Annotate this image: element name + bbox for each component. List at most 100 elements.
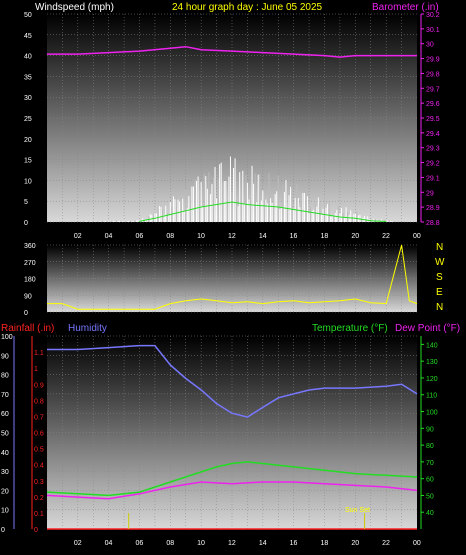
barometer-y-tick: 29.5	[426, 116, 440, 123]
humidity-y-tick: 80	[1, 373, 9, 380]
rain-y-tick: 0.5	[34, 447, 44, 454]
rain-y-tick: 0.2	[34, 495, 44, 502]
wind-panel-bg	[47, 14, 417, 222]
wind-y-tick: 40	[24, 54, 32, 61]
sunset-annotation: Sun Set	[345, 507, 370, 514]
wind-x-tick: 02	[74, 233, 82, 240]
wind-x-tick: 14	[259, 233, 267, 240]
direction-y-tick: 270	[24, 260, 36, 267]
humidity-y-tick: 0	[1, 527, 5, 534]
humidity-x-tick: 00	[413, 540, 421, 547]
barometer-y-tick: 29.7	[426, 86, 440, 93]
graph-title: 24 hour graph day : June 05 2025	[172, 2, 323, 13]
barometer-y-tick: 29.3	[426, 146, 440, 153]
humidity-y-tick: 90	[1, 353, 9, 360]
rainfall-axis-label: Rainfall (.in)	[1, 323, 54, 334]
temperature-y-tick: 120	[426, 376, 438, 383]
rain-y-tick: 0.6	[34, 431, 44, 438]
temperature-axis-label: Temperature (°F)	[312, 323, 388, 334]
rain-y-tick: 0	[34, 527, 38, 534]
humidity-axis-label: Humidity	[68, 323, 107, 334]
rain-y-tick: 0.9	[34, 382, 44, 389]
wind-y-tick: 20	[24, 137, 32, 144]
rain-y-tick: 0.1	[34, 511, 44, 518]
wind-x-tick: 00	[413, 233, 421, 240]
temperature-y-tick: 140	[426, 342, 438, 349]
humidity-y-tick: 30	[1, 469, 9, 476]
humidity-x-tick: 10	[197, 540, 205, 547]
wind-y-tick: 0	[24, 220, 28, 227]
barometer-y-tick: 30.1	[426, 27, 440, 34]
temperature-y-tick: 100	[426, 410, 438, 417]
wind-x-tick: 08	[166, 233, 174, 240]
barometer-y-tick: 29.6	[426, 101, 440, 108]
rain-y-tick: 1.1	[34, 350, 44, 357]
wind-x-tick: 22	[382, 233, 390, 240]
humidity-x-tick: 12	[228, 540, 236, 547]
windspeed-axis-label: Windspeed (mph)	[35, 2, 114, 13]
humidity-x-tick: 14	[259, 540, 267, 547]
wind-x-tick: 04	[105, 233, 113, 240]
humidity-y-tick: 40	[1, 450, 9, 457]
barometer-line	[47, 45, 417, 58]
humidity-y-tick: 70	[1, 392, 9, 399]
humidity-y-tick: 20	[1, 488, 9, 495]
temperature-y-tick: 110	[426, 393, 437, 400]
humidity-y-tick: 50	[1, 431, 9, 438]
temperature-y-tick: 50	[426, 493, 434, 500]
rain-y-tick: 0.3	[34, 479, 44, 486]
dewpoint-line	[46, 481, 418, 500]
barometer-y-tick: 28.9	[426, 205, 440, 212]
wind-x-tick: 20	[351, 233, 359, 240]
barometer-y-tick: 29.9	[426, 57, 440, 64]
humidity-x-tick: 20	[351, 540, 359, 547]
barometer-y-tick: 29.2	[426, 161, 440, 168]
barometer-y-tick: 29.8	[426, 71, 440, 78]
humidity-x-tick: 08	[166, 540, 174, 547]
barometer-y-tick: 29	[426, 190, 434, 197]
temperature-y-tick: 80	[426, 443, 434, 450]
humidity-y-tick: 10	[1, 508, 9, 515]
temperature-y-tick: 40	[426, 510, 434, 517]
dewpoint-axis-label: Dew Point (°F)	[395, 323, 460, 334]
rain-y-tick: 0.7	[34, 414, 44, 421]
compass-n-top: N	[436, 242, 443, 253]
compass-s: S	[436, 272, 443, 283]
direction-y-tick: 90	[24, 293, 32, 300]
wind-y-tick: 25	[24, 116, 32, 123]
humidity-x-tick: 06	[136, 540, 144, 547]
wind-y-tick: 35	[24, 74, 32, 81]
compass-e: E	[436, 287, 443, 298]
wind-x-tick: 12	[228, 233, 236, 240]
barometer-y-tick: 28.8	[426, 220, 440, 227]
barometer-y-tick: 29.1	[426, 175, 440, 182]
wind-y-tick: 15	[24, 158, 32, 165]
compass-w: W	[435, 257, 445, 268]
humidity-y-tick: 100	[1, 334, 13, 341]
wind-y-tick: 50	[24, 12, 32, 19]
compass-n-bottom: N	[436, 302, 443, 313]
wind-x-tick: 18	[321, 233, 329, 240]
avg-wind-line	[139, 201, 387, 222]
barometer-axis-label: Barometer (.in)	[372, 2, 439, 13]
temperature-y-tick: 90	[426, 426, 434, 433]
humidity-x-tick: 04	[105, 540, 113, 547]
temperature-line	[46, 461, 418, 497]
temperature-y-tick: 130	[426, 359, 438, 366]
temperature-y-tick: 60	[426, 477, 434, 484]
rain-y-tick: 1	[34, 366, 38, 373]
direction-y-tick: 180	[24, 277, 36, 284]
wind-x-tick: 10	[197, 233, 205, 240]
wind-x-tick: 16	[290, 233, 298, 240]
direction-y-tick: 0	[24, 310, 28, 317]
humidity-x-tick: 02	[74, 540, 82, 547]
wind-direction-line	[47, 244, 418, 310]
wind-x-tick: 06	[136, 233, 144, 240]
wind-y-tick: 45	[24, 33, 32, 40]
rain-y-tick: 0.4	[34, 463, 44, 470]
humidity-y-tick: 60	[1, 411, 9, 418]
wind-y-tick: 10	[24, 178, 32, 185]
barometer-y-tick: 30	[426, 42, 434, 49]
humidity-x-tick: 22	[382, 540, 390, 547]
